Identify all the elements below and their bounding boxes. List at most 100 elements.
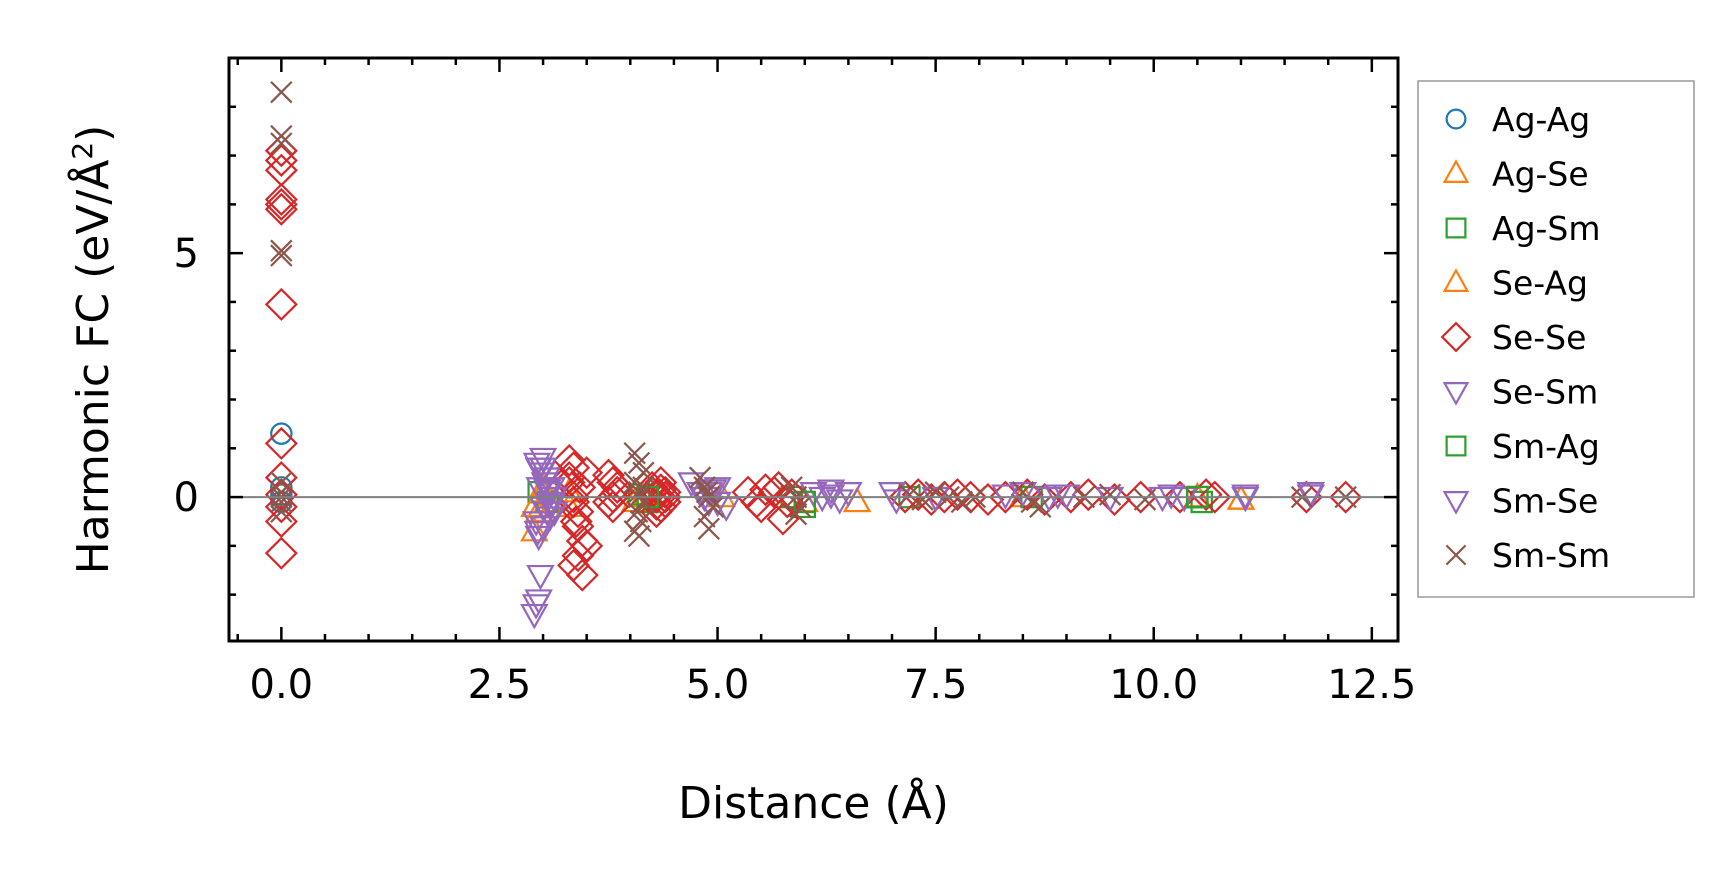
data-point-se-se — [1124, 480, 1158, 514]
data-point-sm-se — [1231, 486, 1260, 513]
legend-item-se-sm: Se-Sm — [1442, 373, 1598, 412]
y-tick-label: 0 — [174, 475, 199, 521]
data-point-sm-se — [533, 501, 562, 527]
data-point-se-sm — [1008, 482, 1038, 508]
data-point-sm-sm — [924, 481, 947, 504]
data-point-se-sm — [1034, 486, 1064, 513]
axis-ticks — [229, 56, 1398, 641]
y-axis-label-main: Harmonic FC (eV/Å — [66, 160, 119, 575]
data-point-sm-sm — [270, 124, 293, 148]
data-point-sm-sm — [270, 132, 293, 155]
legend-item-ag-se: Ag-Se — [1442, 155, 1589, 194]
data-point-se-se — [600, 470, 634, 504]
data-point-se-sm — [816, 479, 846, 506]
y-axis-label-superscript: 2 — [66, 142, 99, 160]
legend-label-se-ag: Se-Ag — [1492, 264, 1588, 303]
data-point-se-se — [561, 495, 595, 529]
data-point-sm-sm — [270, 239, 293, 262]
data-point-se-sm — [539, 486, 568, 513]
data-point-se-se — [264, 536, 298, 570]
data-point-se-se — [561, 539, 595, 573]
data-point-sm-se — [528, 457, 558, 484]
data-point-se-se — [1198, 480, 1232, 514]
legend-label-ag-ag: Ag-Ag — [1492, 100, 1590, 139]
data-point-se-se — [264, 182, 298, 216]
data-point-se-sm — [526, 564, 555, 591]
data-point-se-sm — [1170, 486, 1199, 513]
data-point-sm-sm — [784, 502, 808, 526]
x-tick-label: 2.5 — [468, 662, 532, 708]
data-point-se-se — [565, 558, 599, 592]
x-tick-label: 0.0 — [250, 662, 314, 708]
data-point-se-sm — [524, 589, 553, 615]
y-axis-label: Harmonic FC (eV/Å2) — [66, 125, 120, 575]
data-point-se-se — [264, 426, 298, 460]
data-point-se-se — [749, 473, 783, 507]
legend-box — [1417, 80, 1695, 598]
data-point-se-se — [648, 480, 682, 514]
legend-item-sm-ag: Sm-Ag — [1445, 427, 1600, 466]
data-point-sm-sm — [627, 524, 651, 548]
data-point-se-se — [264, 143, 298, 177]
data-point-se-se — [1054, 480, 1088, 514]
data-layer — [264, 80, 1363, 630]
x-axis-label: Distance (Å) — [678, 776, 949, 829]
data-point-se-se — [1329, 480, 1363, 514]
data-point-se-se — [1097, 483, 1131, 517]
legend-marker-se-ag — [1442, 268, 1470, 292]
data-point-sm-sm — [1133, 488, 1157, 511]
data-point-se-se — [596, 480, 630, 514]
data-point-sm-sm — [898, 483, 921, 506]
legend-marker-sm-ag — [1445, 435, 1467, 457]
legend-item-sm-se: Sm-Se — [1442, 482, 1598, 521]
data-point-se-se — [570, 529, 604, 563]
data-point-se-se — [552, 443, 586, 477]
data-point-sm-sm — [693, 505, 716, 528]
x-tick-label: 12.5 — [1327, 662, 1416, 708]
legend-label-sm-ag: Sm-Ag — [1492, 427, 1600, 466]
legend-marker-se-sm — [1442, 382, 1470, 406]
y-axis-label-suffix: ) — [68, 125, 119, 142]
data-point-se-sm — [523, 521, 553, 547]
data-point-se-se — [264, 478, 298, 512]
data-point-se-se — [264, 187, 298, 221]
data-point-sm-sm — [1098, 483, 1122, 506]
data-point-ag-sm — [1190, 490, 1213, 514]
legend-marker-sm-sm — [1445, 544, 1467, 566]
data-point-se-se — [559, 504, 593, 538]
legend-label-ag-sm: Ag-Sm — [1492, 209, 1601, 248]
series-se-se — [264, 134, 1363, 592]
series-sm-sm — [270, 80, 1357, 548]
data-point-sm-sm — [1029, 495, 1052, 519]
x-tick-label: 10.0 — [1109, 662, 1198, 708]
legend-item-ag-ag: Ag-Ag — [1445, 100, 1590, 139]
y-tick-label: 5 — [174, 231, 199, 277]
data-point-se-se — [1163, 480, 1197, 514]
data-point-se-se — [1028, 483, 1062, 517]
data-point-sm-sm — [950, 490, 973, 514]
data-point-ag-ag — [270, 483, 293, 506]
data-point-se-se — [264, 287, 298, 321]
data-point-sm-sm — [695, 481, 719, 504]
data-point-se-se — [591, 458, 625, 492]
data-point-se-sm — [521, 511, 551, 537]
x-tick-label: 5.0 — [686, 662, 750, 708]
legend-label-se-se: Se-Se — [1492, 318, 1586, 357]
data-point-se-se — [264, 134, 298, 168]
legend-marker-se-se — [1440, 321, 1472, 353]
data-point-sm-sm — [270, 490, 293, 514]
data-point-sm-se — [1148, 486, 1177, 513]
legend-item-se-se: Se-Se — [1440, 318, 1586, 357]
data-point-se-se — [570, 456, 604, 490]
legend-marker-ag-ag — [1445, 108, 1467, 130]
data-point-se-sm — [533, 479, 562, 506]
legend-item-sm-sm: Sm-Sm — [1445, 536, 1610, 575]
data-point-se-se — [762, 470, 796, 504]
data-point-sm-sm — [789, 495, 812, 519]
legend-item-se-ag: Se-Ag — [1442, 264, 1588, 303]
legend-item-ag-sm: Ag-Sm — [1445, 209, 1601, 248]
legend-label-sm-se: Sm-Se — [1492, 482, 1598, 521]
legend-label-se-sm: Se-Sm — [1492, 373, 1598, 412]
legend-marker-ag-se — [1442, 159, 1470, 183]
